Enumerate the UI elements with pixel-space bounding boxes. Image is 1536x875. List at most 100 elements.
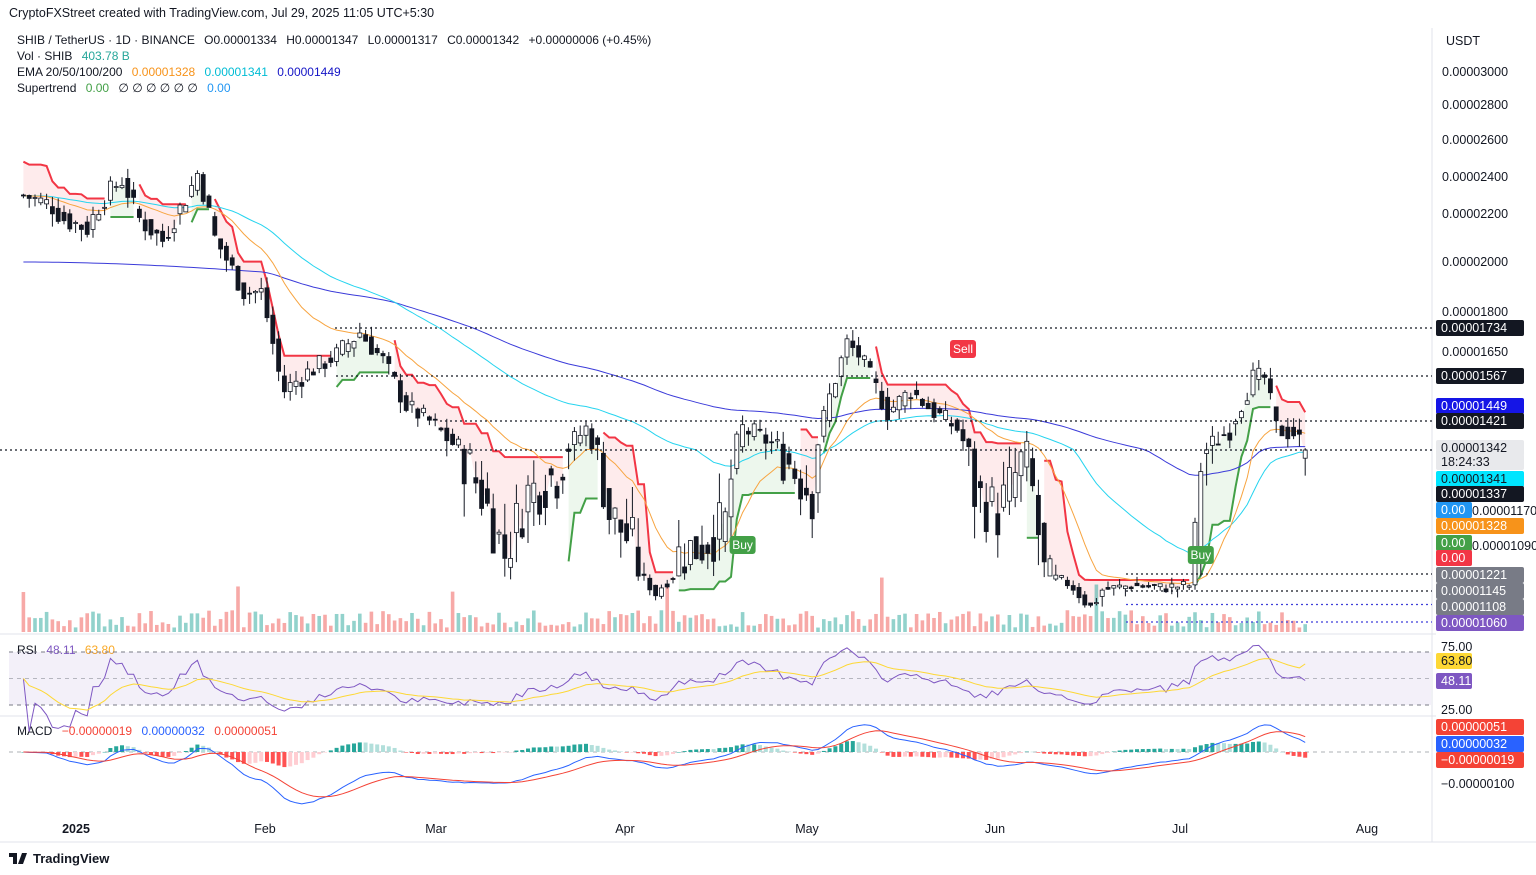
macd-histogram-bar <box>821 750 826 752</box>
price-label-text: 0.00 <box>1441 503 1465 517</box>
symbol-title[interactable]: SHIB / TetherUS · 1D · BINANCE <box>17 33 195 47</box>
volume-bar <box>68 620 72 632</box>
supertrend-legend[interactable]: Supertrend 0.00 ∅ ∅ ∅ ∅ ∅ ∅ 0.00 <box>17 81 237 95</box>
price-label: −0.00000019 <box>1436 752 1524 768</box>
candle-down <box>368 336 374 355</box>
macd-histogram-bar <box>1245 743 1250 752</box>
candle-up <box>1053 574 1059 580</box>
price-label: 0.00001342 <box>1436 440 1524 456</box>
candle-down <box>380 353 386 357</box>
macd-histogram-bar <box>154 752 159 756</box>
volume-bar <box>1059 622 1064 632</box>
candle-down <box>1076 587 1082 599</box>
volume-bar <box>288 612 292 632</box>
macd-histogram-bar <box>363 742 368 752</box>
candle-up <box>44 199 49 205</box>
volume-bar <box>79 617 84 632</box>
volume-bar <box>903 613 907 632</box>
candle-down <box>229 257 235 266</box>
price-label: 0.00 <box>1436 502 1472 518</box>
candle-down <box>792 468 798 479</box>
price-label-text: 18:24:33 <box>1441 455 1490 469</box>
volume-bar <box>1030 626 1035 632</box>
price-label-bg <box>1436 471 1524 487</box>
macd-histogram-bar <box>67 752 72 758</box>
macd-histogram-bar <box>763 746 768 752</box>
volume-bar <box>752 625 756 632</box>
price-label: 0.00001145 <box>1436 583 1524 599</box>
candle-up <box>32 197 38 199</box>
volume-bar <box>717 626 722 632</box>
candle-up <box>1302 449 1308 459</box>
macd-histogram-bar <box>566 745 571 752</box>
candle-down <box>276 338 282 372</box>
volume-bar <box>149 611 153 632</box>
macd-histogram-bar <box>891 752 896 757</box>
macd-histogram-bar <box>282 752 287 768</box>
macd-histogram-bar <box>114 746 119 752</box>
macd-histogram-bar <box>1123 749 1128 752</box>
candle-down <box>606 488 612 520</box>
candle-down <box>537 495 542 515</box>
macd-histogram-bar <box>172 752 177 756</box>
candle-up <box>183 205 189 213</box>
volume-bar <box>265 625 269 632</box>
price-label-text: 0.00 <box>1441 551 1465 565</box>
buy-signal: Buy <box>1187 546 1214 564</box>
macd-histogram-bar <box>201 745 206 752</box>
candle-up <box>751 423 757 437</box>
volume-bar <box>1135 624 1139 632</box>
symbol-legend[interactable]: SHIB / TetherUS · 1D · BINANCE O0.000013… <box>17 33 657 47</box>
macd-histogram-bar <box>798 752 803 754</box>
macd-histogram-bar <box>555 746 559 752</box>
volume-bar <box>520 625 524 632</box>
supertrend-fill <box>23 161 105 229</box>
volume-bar <box>932 617 936 632</box>
candle-up <box>1250 369 1256 396</box>
volume-legend[interactable]: Vol · SHIB 403.78 B <box>17 49 136 63</box>
volume-bar <box>636 610 640 632</box>
price-label-text: 0.00000051 <box>1441 720 1507 734</box>
macd-histogram-bar <box>1198 745 1203 752</box>
x-axis-tick: Jun <box>985 822 1005 836</box>
macd-histogram-bar <box>462 752 467 754</box>
candle-down <box>624 523 629 542</box>
volume-bar <box>137 613 142 632</box>
candle-down <box>1128 586 1134 590</box>
macd-histogram-bar <box>810 752 815 755</box>
macd-signal-value: 0.00000051 <box>214 724 278 738</box>
x-axis-tick: 2025 <box>62 822 90 836</box>
volume-bar <box>207 610 211 632</box>
volume-bar <box>456 613 461 632</box>
macd-histogram-bar <box>1251 741 1255 752</box>
rsi-legend[interactable]: RSI 48.11 63.80 <box>17 643 121 657</box>
macd-legend[interactable]: MACD −0.00000019 0.00000032 0.00000051 <box>17 724 284 738</box>
macd-histogram-bar <box>920 752 925 757</box>
candle-up <box>821 410 827 437</box>
candle-up <box>96 213 102 221</box>
volume-bar <box>1222 614 1226 632</box>
candle-up <box>525 484 531 513</box>
tv-logo-icon <box>9 852 29 864</box>
ema-legend[interactable]: EMA 20/50/100/200 0.00001328 0.00001341 … <box>17 65 347 79</box>
candle-down <box>705 544 711 554</box>
price-label-text: 0.00001145 <box>1441 584 1506 598</box>
candle-down <box>450 433 456 445</box>
supertrend-down-line <box>602 431 673 574</box>
volume-bar <box>247 612 252 632</box>
currency-label: USDT <box>1446 34 1480 48</box>
macd-histogram-bar <box>1158 748 1163 752</box>
macd-histogram-bar <box>862 743 867 752</box>
candle-down <box>1297 429 1302 435</box>
volume-bar <box>659 610 664 632</box>
candle-down <box>949 423 954 427</box>
price-label: 18:24:33 <box>1436 454 1524 470</box>
macd-histogram-bar <box>932 752 936 758</box>
supertrend-fill <box>823 344 871 454</box>
volume-bar <box>839 624 843 632</box>
volume-bar <box>671 610 675 632</box>
volume-bar <box>723 625 727 632</box>
candle-up <box>1175 586 1180 590</box>
supertrend-value-1: 0.00 <box>85 81 110 95</box>
